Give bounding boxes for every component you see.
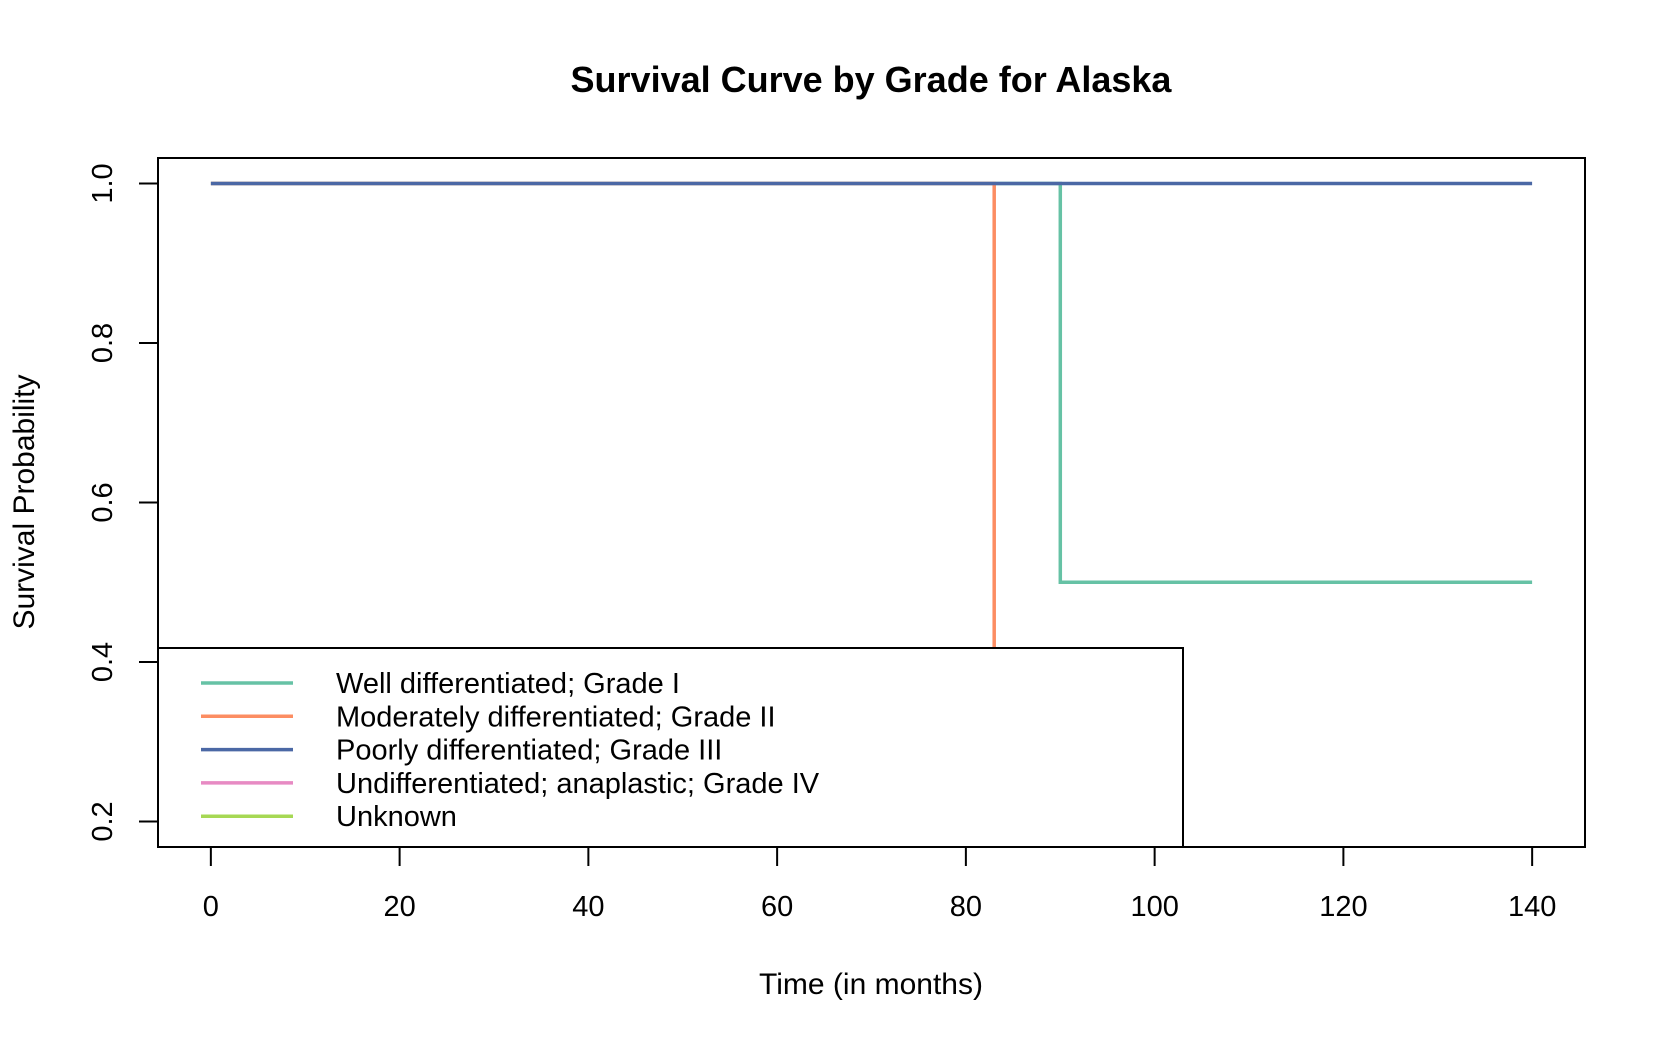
x-axis: 0 20 40 60 80 100 120 140 (203, 846, 1556, 923)
series-line-2 (210, 181, 996, 847)
y-tick-label: 1.0 (87, 163, 119, 203)
legend-label-2: Moderately differentiated; Grade II (336, 701, 776, 733)
x-tick-label: 0 (203, 891, 219, 923)
x-tick-label: 120 (1319, 891, 1367, 923)
x-tick-label: 40 (572, 891, 604, 923)
y-tick-label: 0.4 (87, 642, 119, 682)
series-line-1 (210, 181, 1533, 584)
y-tick-label: 0.8 (87, 323, 119, 363)
chart-title: Survival Curve by Grade for Alaska (571, 59, 1173, 100)
x-tick-label: 100 (1130, 891, 1178, 923)
legend-label-4: Undifferentiated; anaplastic; Grade IV (336, 768, 820, 800)
legend-label-1: Well differentiated; Grade I (336, 668, 680, 700)
legend-label-3: Poorly differentiated; Grade III (336, 735, 722, 767)
x-axis-label: Time (in months) (759, 968, 983, 1001)
x-tick-label: 140 (1508, 891, 1556, 923)
x-tick-label: 20 (383, 891, 415, 923)
x-tick-label: 60 (761, 891, 793, 923)
y-tick-label: 0.6 (87, 482, 119, 522)
x-tick-label: 80 (950, 891, 982, 923)
y-axis-label: Survival Probability (8, 374, 41, 629)
legend-label-5: Unknown (336, 801, 457, 833)
y-axis: 0.2 0.4 0.6 0.8 1.0 (87, 163, 159, 842)
series-layer (210, 181, 1533, 847)
y-tick-label: 0.2 (87, 801, 119, 841)
